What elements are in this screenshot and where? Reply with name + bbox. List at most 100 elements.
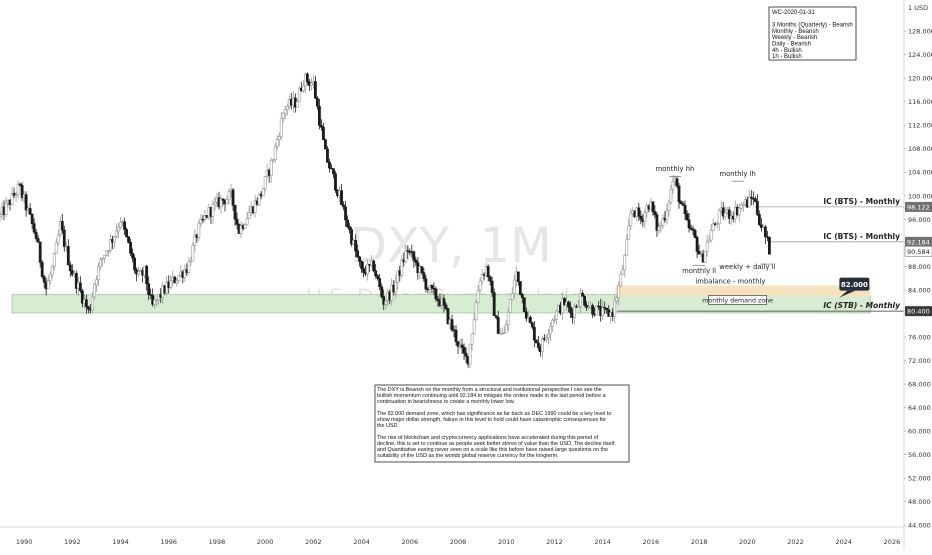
candle — [129, 238, 132, 257]
candle — [625, 234, 629, 256]
candle-body — [486, 266, 490, 278]
candle-body — [691, 228, 695, 231]
candle — [601, 300, 605, 321]
candle-body — [480, 273, 484, 282]
candle — [344, 200, 347, 227]
y-tick-label: 112.000 — [908, 122, 932, 130]
candle — [534, 339, 538, 344]
candle-body — [233, 204, 237, 220]
candle — [547, 328, 550, 345]
candle — [155, 299, 159, 307]
candle — [492, 288, 496, 316]
candle — [753, 196, 757, 203]
candle-body — [629, 213, 633, 226]
candle — [520, 292, 524, 304]
candle — [285, 103, 289, 116]
commentary-line: bullish momentum continuing until 92.184… — [377, 393, 606, 399]
candle — [446, 307, 450, 325]
candle-body — [4, 202, 8, 215]
candle — [253, 194, 257, 218]
candle-body — [545, 337, 548, 340]
candle — [328, 158, 331, 173]
y-tick-label: 72.000 — [908, 357, 931, 365]
candle-body — [60, 221, 64, 231]
candle-body — [412, 251, 416, 261]
candle-body — [101, 258, 104, 261]
candle — [243, 223, 247, 230]
y-tick-label: 44.000 — [908, 522, 931, 530]
demand-zone-label-box — [708, 295, 767, 305]
candle-body — [243, 224, 247, 229]
candle — [739, 201, 743, 211]
candle-body — [643, 212, 647, 223]
candle-body — [500, 333, 504, 335]
candle-body — [332, 168, 335, 175]
candle — [201, 215, 205, 224]
candle — [468, 343, 472, 369]
candle — [420, 266, 424, 275]
candle-body — [394, 281, 398, 293]
candle-body — [579, 292, 582, 307]
candle — [348, 222, 351, 234]
candle — [191, 241, 195, 262]
candle — [751, 191, 755, 205]
candle-body — [555, 310, 558, 320]
candle — [404, 245, 408, 264]
candle — [456, 341, 460, 354]
candle-body — [309, 82, 313, 86]
candle — [603, 301, 607, 315]
candle — [512, 274, 516, 299]
candle — [657, 222, 661, 235]
candle-body — [456, 341, 460, 347]
candle-body — [506, 311, 510, 325]
candle — [105, 250, 108, 257]
candle — [757, 210, 761, 226]
candle — [400, 254, 404, 279]
commentary-line: suitability of the USD as the worlds glo… — [377, 453, 559, 459]
candle — [133, 254, 136, 274]
candle-body — [366, 263, 370, 275]
candle-body — [695, 237, 699, 252]
candle-body — [460, 344, 464, 348]
price-badge-label: 98.122 — [907, 204, 930, 212]
candle-body — [583, 296, 586, 306]
x-tick-label: 2012 — [546, 538, 563, 546]
candle — [494, 315, 498, 320]
candle-body — [93, 284, 96, 298]
candle — [225, 195, 229, 205]
candle — [97, 262, 100, 287]
candle-body — [378, 278, 382, 288]
annotation-label: weekly + daily ll — [719, 263, 775, 271]
candle-body — [420, 266, 424, 273]
candle-body — [721, 207, 725, 217]
x-tick-label: 2002 — [305, 538, 322, 546]
candle-body — [103, 254, 106, 259]
candle-body — [524, 311, 528, 319]
candle-body — [406, 250, 410, 252]
candle — [587, 301, 591, 310]
candle-body — [380, 286, 384, 297]
candle-body — [350, 229, 353, 245]
candle-body — [348, 226, 351, 230]
candle — [18, 182, 22, 187]
candle-body — [577, 305, 580, 308]
candle-body — [671, 181, 675, 190]
candle-body — [661, 217, 665, 226]
candle-body — [193, 234, 197, 246]
candle-body — [305, 73, 309, 83]
candle-body — [175, 280, 179, 284]
candle — [643, 209, 647, 229]
candle — [583, 294, 586, 307]
candle-body — [472, 319, 476, 335]
candle-body — [655, 214, 659, 231]
candle-body — [50, 266, 54, 276]
candle — [759, 217, 763, 232]
candle-body — [326, 148, 329, 163]
candle — [227, 188, 231, 205]
candle — [637, 202, 641, 221]
candle-body — [115, 230, 118, 237]
candle-body — [74, 272, 78, 289]
y-axis: 1 USD 128.000 124.000 120.000 116.000 112.000… — [903, 0, 932, 550]
candle-body — [653, 211, 657, 215]
candle-body — [573, 306, 576, 318]
